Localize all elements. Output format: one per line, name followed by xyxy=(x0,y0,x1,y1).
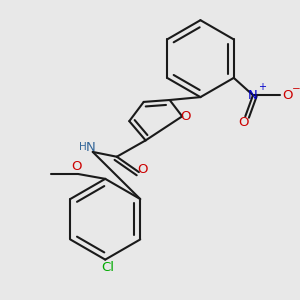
Text: O: O xyxy=(71,160,82,173)
Text: O: O xyxy=(238,116,249,129)
Text: +: + xyxy=(258,82,266,92)
Text: Cl: Cl xyxy=(102,261,115,274)
Text: N: N xyxy=(86,141,96,154)
Text: −: − xyxy=(292,84,300,94)
Text: N: N xyxy=(248,89,258,102)
Text: O: O xyxy=(282,89,293,102)
Text: O: O xyxy=(180,110,190,123)
Text: H: H xyxy=(79,142,87,152)
Text: O: O xyxy=(137,163,148,176)
